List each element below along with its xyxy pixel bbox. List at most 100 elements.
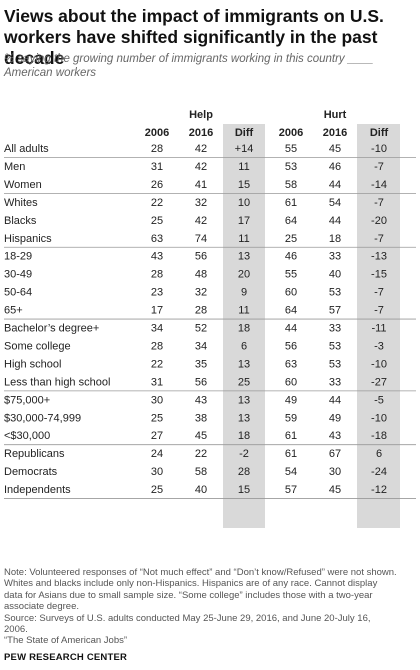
help-value-cell: 56 bbox=[195, 251, 207, 263]
row-label: Men bbox=[4, 161, 25, 173]
hurt-value-cell: 53 bbox=[329, 287, 341, 299]
chart-subtitle: % saying the growing number of immigrant… bbox=[4, 53, 374, 79]
note-line: Whites and blacks include only non-Hispa… bbox=[4, 578, 378, 590]
help-value-cell: 56 bbox=[195, 376, 207, 388]
hurt-value-cell: 61 bbox=[285, 448, 297, 460]
help-diff-cell: 9 bbox=[241, 287, 247, 299]
hurt-diff-cell: -10 bbox=[371, 412, 387, 424]
help-value-cell: 28 bbox=[151, 340, 163, 352]
hurt-diff-cell: -7 bbox=[374, 197, 384, 209]
help-diff-cell: 25 bbox=[238, 376, 250, 388]
hurt-diff-cell: -12 bbox=[371, 484, 387, 496]
row-label: 30-49 bbox=[4, 269, 32, 281]
help-value-cell: 31 bbox=[151, 161, 163, 173]
chart-notes: Note: Volunteered responses of “Not much… bbox=[4, 567, 416, 647]
row-label: Less than high school bbox=[4, 376, 110, 388]
help-value-cell: 22 bbox=[151, 197, 163, 209]
hurt-value-cell: 53 bbox=[329, 340, 341, 352]
diff-band-help bbox=[223, 124, 265, 528]
source-line: 2006. bbox=[4, 624, 28, 636]
help-diff-cell: 11 bbox=[238, 161, 249, 173]
hurt-value-cell: 30 bbox=[329, 466, 341, 478]
help-diff-cell: 13 bbox=[238, 358, 250, 370]
help-value-cell: 24 bbox=[151, 448, 163, 460]
hurt-value-cell: 60 bbox=[285, 287, 297, 299]
help-diff-cell: +14 bbox=[235, 143, 254, 155]
row-label: 65+ bbox=[4, 305, 23, 317]
help-value-cell: 25 bbox=[151, 484, 163, 496]
help-value-cell: 63 bbox=[151, 233, 163, 245]
row-label: Women bbox=[4, 179, 42, 191]
help-value-cell: 31 bbox=[151, 376, 163, 388]
hurt-diff-cell: 6 bbox=[376, 448, 382, 460]
source-line: Source: Surveys of U.S. adults conducted… bbox=[4, 612, 371, 624]
row-label: Republicans bbox=[4, 448, 65, 460]
row-label: Blacks bbox=[4, 215, 37, 227]
row-label: All adults bbox=[4, 143, 49, 155]
row-label: $30,000-74,999 bbox=[4, 412, 81, 424]
help-value-cell: 23 bbox=[151, 287, 163, 299]
hurt-value-cell: 33 bbox=[329, 376, 341, 388]
hurt-diff-cell: -27 bbox=[371, 376, 387, 388]
help-value-cell: 22 bbox=[195, 448, 207, 460]
help-value-cell: 34 bbox=[195, 340, 207, 352]
row-label: Democrats bbox=[4, 466, 58, 478]
help-diff-cell: 20 bbox=[238, 269, 250, 281]
help-value-cell: 42 bbox=[195, 215, 207, 227]
hurt-value-cell: 33 bbox=[329, 251, 341, 263]
hurt-diff-cell: -5 bbox=[374, 394, 384, 406]
hurt-value-cell: 57 bbox=[329, 305, 341, 317]
chart-title: Views about the impact of immigrants on … bbox=[4, 6, 384, 68]
help-diff-cell: 15 bbox=[238, 179, 250, 191]
help-value-cell: 27 bbox=[151, 430, 163, 442]
hurt-value-cell: 46 bbox=[329, 161, 341, 173]
hurt-value-cell: 54 bbox=[329, 197, 341, 209]
help-diff-cell: -2 bbox=[239, 448, 249, 460]
note-line: data for Asians due to small sample size… bbox=[4, 589, 373, 601]
help-value-cell: 22 bbox=[151, 358, 163, 370]
immigration-views-table: Help Hurt 2006 2016 Diff 2006 2016 Diff All adul… bbox=[4, 109, 416, 528]
hurt-value-cell: 44 bbox=[329, 179, 341, 191]
help-diff-cell: 13 bbox=[238, 394, 250, 406]
help-value-cell: 43 bbox=[151, 251, 163, 263]
help-diff-cell: 13 bbox=[238, 251, 250, 263]
help-value-cell: 17 bbox=[151, 305, 163, 317]
help-value-cell: 32 bbox=[195, 287, 207, 299]
row-label: Bachelor’s degree+ bbox=[4, 323, 99, 335]
hurt-value-cell: 44 bbox=[329, 215, 341, 227]
hurt-value-cell: 33 bbox=[329, 323, 341, 335]
hurt-value-cell: 64 bbox=[285, 305, 297, 317]
hurt-value-cell: 58 bbox=[285, 179, 297, 191]
hurt-value-cell: 49 bbox=[329, 412, 341, 424]
help-value-cell: 30 bbox=[151, 394, 163, 406]
row-label: Some college bbox=[4, 340, 71, 352]
hurt-value-cell: 57 bbox=[285, 484, 297, 496]
hurt-diff-cell: -11 bbox=[371, 323, 386, 335]
help-value-cell: 28 bbox=[151, 143, 163, 155]
help-value-cell: 43 bbox=[195, 394, 207, 406]
row-label: High school bbox=[4, 358, 61, 370]
hurt-value-cell: 59 bbox=[285, 412, 297, 424]
hurt-value-cell: 67 bbox=[329, 448, 341, 460]
org-name: PEW RESEARCH CENTER bbox=[4, 652, 128, 663]
hurt-value-cell: 45 bbox=[329, 484, 341, 496]
hurt-value-cell: 63 bbox=[285, 358, 297, 370]
column-header: 2006 bbox=[145, 127, 169, 139]
column-header: Diff bbox=[370, 127, 389, 139]
help-value-cell: 45 bbox=[195, 430, 207, 442]
help-value-cell: 30 bbox=[151, 466, 163, 478]
hurt-value-cell: 55 bbox=[285, 269, 297, 281]
row-label: 50-64 bbox=[4, 287, 32, 299]
hurt-diff-cell: -10 bbox=[371, 358, 387, 370]
row-label: Whites bbox=[4, 197, 38, 209]
help-value-cell: 26 bbox=[151, 179, 163, 191]
hurt-value-cell: 43 bbox=[329, 430, 341, 442]
group-header-help: Help bbox=[189, 109, 213, 121]
help-value-cell: 28 bbox=[151, 269, 163, 281]
help-value-cell: 34 bbox=[151, 323, 163, 335]
hurt-value-cell: 25 bbox=[285, 233, 297, 245]
row-label: <$30,000 bbox=[4, 430, 50, 442]
row-label: Independents bbox=[4, 484, 71, 496]
help-diff-cell: 11 bbox=[238, 305, 249, 317]
help-value-cell: 25 bbox=[151, 215, 163, 227]
